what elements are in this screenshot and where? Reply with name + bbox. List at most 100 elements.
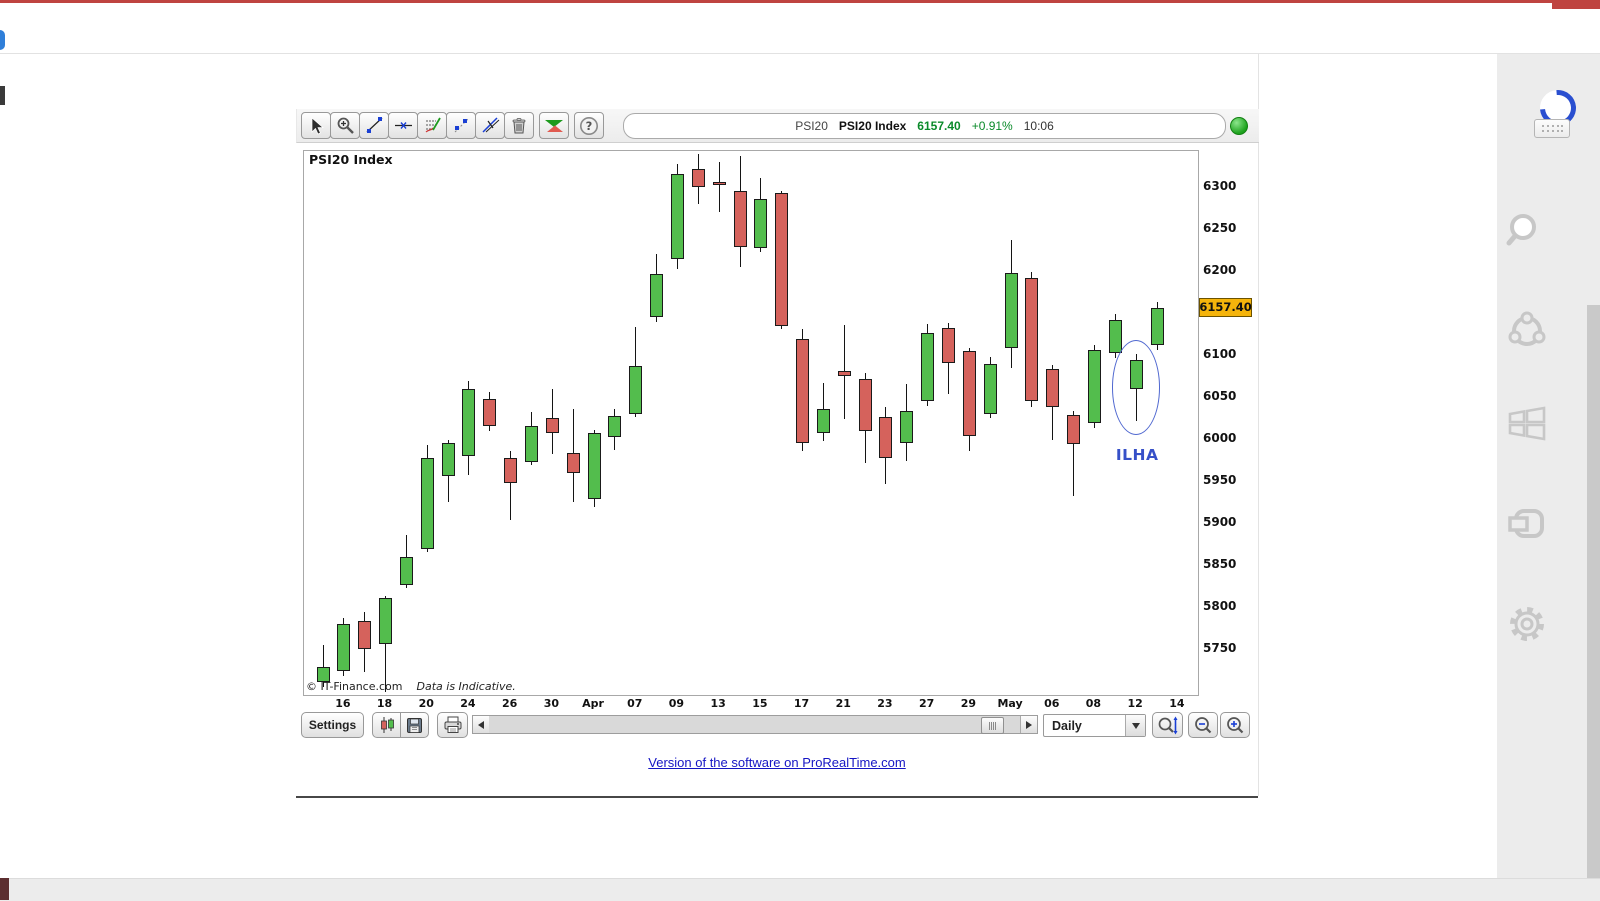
y-axis-tick: 6100 bbox=[1203, 347, 1237, 362]
remove-lines-tool-button[interactable] bbox=[475, 112, 505, 139]
candle bbox=[462, 388, 476, 457]
gear-icon bbox=[1510, 607, 1544, 641]
dropdown-arrow-button[interactable] bbox=[1125, 715, 1145, 736]
crossed-lines-icon bbox=[481, 117, 499, 133]
sidebar-window-switch-button[interactable] bbox=[1503, 500, 1551, 548]
y-axis-tick: 5900 bbox=[1203, 515, 1237, 530]
edit-objects-tool-button[interactable] bbox=[417, 112, 447, 139]
annotation-label: ILHA bbox=[1115, 445, 1159, 464]
timeframe-value: Daily bbox=[1052, 718, 1082, 733]
parallel-lines-tool-button[interactable] bbox=[446, 112, 476, 139]
annotation-ellipse bbox=[1112, 340, 1161, 435]
y-axis-tick: 6050 bbox=[1203, 389, 1237, 404]
candle bbox=[483, 399, 497, 426]
x-axis-tick: 18 bbox=[376, 697, 393, 710]
sidebar-settings-button[interactable] bbox=[1503, 600, 1551, 648]
candle bbox=[712, 182, 726, 185]
sidebar-windows-button[interactable] bbox=[1503, 400, 1551, 448]
scroll-right-button[interactable] bbox=[1020, 716, 1037, 733]
zoom-vertical-fit-button[interactable] bbox=[1152, 712, 1183, 738]
delete-tool-button[interactable] bbox=[504, 112, 534, 139]
magnifier-fit-icon bbox=[1158, 716, 1177, 734]
scroll-left-button[interactable] bbox=[473, 716, 490, 733]
candle bbox=[441, 442, 455, 477]
x-axis-tick: 29 bbox=[960, 697, 976, 710]
software-version-link[interactable]: Version of the software on ProRealTime.c… bbox=[648, 755, 906, 770]
candle bbox=[942, 328, 955, 363]
settings-button[interactable]: Settings bbox=[301, 712, 364, 738]
candle bbox=[337, 624, 351, 671]
candle-wick bbox=[718, 161, 720, 212]
chart-horizontal-scrollbar bbox=[472, 715, 1038, 734]
x-axis-tick: 17 bbox=[793, 697, 810, 710]
y-axis-tick: 6300 bbox=[1203, 178, 1237, 193]
x-axis-tick: 14 bbox=[1169, 697, 1185, 710]
chart-style-button[interactable] bbox=[372, 712, 401, 738]
drag-grip-handle[interactable] bbox=[1534, 119, 1570, 138]
scrollbar-track[interactable] bbox=[489, 716, 1021, 733]
timeframe-select[interactable]: Daily bbox=[1043, 714, 1146, 737]
candle bbox=[733, 190, 747, 247]
candle bbox=[1025, 277, 1039, 401]
y-axis-tick: 5800 bbox=[1203, 599, 1237, 614]
x-axis-tick: 08 bbox=[1085, 697, 1102, 710]
candle bbox=[525, 425, 538, 463]
candle-wick bbox=[322, 645, 324, 688]
candle bbox=[900, 410, 914, 443]
sidebar-share-button[interactable] bbox=[1503, 306, 1551, 354]
chart-plot-area[interactable] bbox=[303, 150, 1199, 696]
candle bbox=[587, 432, 601, 500]
chart-title: PSI20 Index bbox=[309, 152, 393, 167]
trendline-tool-button[interactable] bbox=[359, 112, 389, 139]
window-switch-icon bbox=[1508, 509, 1544, 538]
page-scrollbar[interactable] bbox=[1587, 305, 1600, 883]
quote-change-percent: +0.91% bbox=[971, 119, 1013, 133]
y-axis-tick: 6000 bbox=[1203, 431, 1237, 446]
y-axis-tick: 5750 bbox=[1203, 641, 1237, 656]
candle bbox=[1150, 307, 1164, 346]
candlestick-icon bbox=[380, 717, 394, 733]
edit-list-icon bbox=[425, 117, 441, 133]
x-axis-tick: 09 bbox=[668, 697, 685, 710]
zoom-tool-button[interactable] bbox=[330, 112, 360, 139]
x-axis-tick: 20 bbox=[418, 697, 434, 710]
candle bbox=[1004, 272, 1018, 348]
last-price-marker: 6157.40 bbox=[1199, 297, 1252, 317]
quote-time: 10:06 bbox=[1023, 119, 1054, 133]
candle bbox=[316, 667, 330, 683]
left-arrow-icon bbox=[478, 720, 484, 729]
connection-status-indicator bbox=[1230, 117, 1248, 135]
compare-tool-button[interactable] bbox=[539, 112, 569, 139]
top-red-bar bbox=[0, 0, 1600, 3]
candle bbox=[879, 416, 893, 458]
x-axis-tick: 24 bbox=[460, 697, 476, 710]
content-right-border bbox=[1258, 54, 1259, 796]
zoom-out-button[interactable] bbox=[1188, 712, 1218, 738]
svg-text:?: ? bbox=[586, 119, 593, 133]
grip-dots-icon bbox=[1542, 125, 1563, 132]
candle bbox=[629, 366, 643, 415]
x-axis-tick: 07 bbox=[627, 697, 643, 710]
candle bbox=[420, 457, 434, 549]
zoom-in-button[interactable] bbox=[1220, 712, 1250, 738]
compare-triangles-icon bbox=[545, 119, 563, 132]
sidebar-search-button[interactable] bbox=[1503, 208, 1551, 256]
horizontal-line-tool-button[interactable] bbox=[388, 112, 418, 139]
candle bbox=[670, 173, 684, 259]
candle bbox=[1046, 368, 1060, 407]
print-button[interactable] bbox=[437, 712, 468, 738]
help-tool-button[interactable]: ? bbox=[574, 112, 604, 139]
candle bbox=[754, 198, 768, 248]
header-divider bbox=[0, 53, 1600, 54]
floppy-disk-icon bbox=[407, 717, 422, 733]
copyright-text: © IT-Finance.com bbox=[306, 680, 403, 693]
scrollbar-thumb[interactable] bbox=[981, 717, 1004, 734]
pointer-tool-button[interactable] bbox=[301, 112, 331, 139]
footer: Version of the software on ProRealTime.c… bbox=[296, 755, 1258, 770]
disclaimer-text: Data is Indicative. bbox=[416, 680, 516, 693]
magnifier-plus-icon bbox=[1227, 716, 1244, 733]
save-button[interactable] bbox=[400, 712, 429, 738]
quote-last-price: 6157.40 bbox=[917, 119, 961, 133]
trash-icon bbox=[512, 117, 526, 133]
